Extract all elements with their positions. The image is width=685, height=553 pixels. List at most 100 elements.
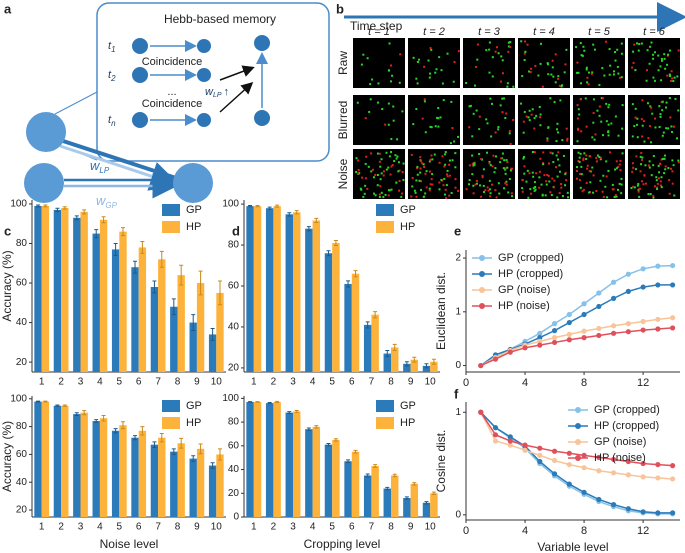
pixel — [357, 172, 360, 175]
pixel — [391, 74, 394, 77]
pixel — [634, 107, 637, 110]
row-label: Noise — [336, 158, 350, 189]
pixel — [501, 152, 504, 155]
memory-box — [96, 2, 330, 162]
legend-marker — [575, 407, 581, 413]
y-tick-label: 20 — [16, 357, 28, 368]
pixel — [376, 173, 379, 176]
row-label: Raw — [336, 51, 350, 75]
pixel — [664, 106, 667, 109]
coincidence: Coincidence — [142, 56, 203, 68]
x-tick-label: 1 — [39, 377, 45, 388]
pixel — [552, 186, 555, 189]
bar — [422, 502, 431, 517]
pixel — [378, 160, 381, 163]
pixel — [528, 172, 531, 175]
legend-label: HP — [186, 417, 201, 429]
pixel — [372, 176, 375, 179]
bar — [403, 363, 411, 372]
pixel — [668, 73, 671, 76]
pixel — [555, 154, 558, 157]
pixel — [392, 119, 395, 122]
error-bar — [43, 400, 48, 403]
pixel — [489, 195, 492, 198]
pixel — [551, 59, 554, 62]
point — [581, 452, 587, 458]
panel-label: f — [454, 386, 459, 401]
pixel — [586, 76, 589, 79]
pixel — [566, 139, 569, 142]
point — [655, 475, 661, 481]
point — [610, 295, 617, 301]
image — [518, 38, 570, 88]
pixel — [595, 156, 598, 159]
pixel — [608, 48, 611, 51]
pixel — [445, 184, 448, 187]
pixel — [504, 168, 507, 171]
x-tick-label: 8 — [175, 377, 181, 388]
error-bar — [198, 270, 203, 296]
point — [640, 474, 646, 480]
pixel — [453, 61, 456, 64]
bar — [92, 233, 100, 372]
point — [581, 335, 587, 341]
bar — [158, 437, 166, 517]
pixel — [390, 151, 393, 154]
legend-label: GP — [186, 204, 202, 216]
pixel — [428, 76, 431, 79]
pixel — [671, 170, 674, 173]
pixel — [419, 167, 422, 170]
pixel — [670, 125, 673, 128]
error-bar — [152, 441, 157, 448]
error-bar — [74, 215, 79, 221]
pixel — [558, 84, 561, 87]
pixel — [523, 59, 526, 62]
pixel — [650, 174, 653, 177]
pixel — [580, 82, 583, 85]
bar — [332, 243, 340, 372]
bar — [53, 209, 62, 372]
pixel — [651, 112, 654, 115]
pixel — [638, 43, 641, 46]
pixel — [397, 161, 400, 164]
pixel — [599, 156, 602, 159]
pixel — [388, 42, 391, 45]
pixel — [379, 185, 382, 188]
pixel — [507, 41, 510, 44]
pixel — [576, 104, 579, 107]
pixel — [641, 124, 644, 127]
point — [625, 472, 631, 478]
legend-label: GP — [186, 400, 202, 412]
x-tick-label: 5 — [329, 522, 335, 533]
point — [492, 432, 499, 438]
pixel — [501, 97, 504, 100]
pixel — [444, 193, 447, 196]
point — [625, 271, 631, 277]
bar — [158, 259, 166, 372]
pixel — [366, 187, 369, 190]
pixel — [508, 178, 511, 181]
point — [640, 460, 646, 467]
pixel — [440, 178, 443, 181]
pixel — [362, 53, 365, 56]
legend-marker — [575, 423, 581, 429]
bar — [61, 207, 69, 372]
pixel — [636, 123, 639, 126]
pixel — [649, 45, 652, 48]
pixel — [422, 163, 425, 166]
point — [551, 471, 558, 477]
error-bar — [198, 443, 203, 455]
pixel — [537, 74, 540, 77]
pixel — [614, 115, 617, 118]
pixel — [472, 112, 475, 115]
pixel — [370, 152, 373, 155]
error-bar — [275, 204, 280, 208]
bar — [305, 228, 313, 372]
pixel — [620, 42, 623, 45]
pixel — [440, 69, 443, 72]
point — [625, 458, 631, 465]
pixel — [579, 172, 582, 175]
pixel — [613, 70, 616, 73]
pixel — [663, 57, 666, 60]
